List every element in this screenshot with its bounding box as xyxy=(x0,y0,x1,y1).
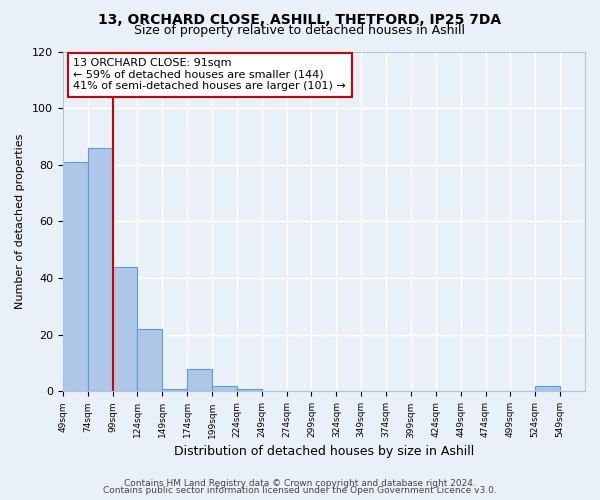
Bar xyxy=(113,267,137,392)
Text: 13, ORCHARD CLOSE, ASHILL, THETFORD, IP25 7DA: 13, ORCHARD CLOSE, ASHILL, THETFORD, IP2… xyxy=(98,12,502,26)
Bar xyxy=(137,329,162,392)
Y-axis label: Number of detached properties: Number of detached properties xyxy=(15,134,25,309)
Bar xyxy=(535,386,560,392)
X-axis label: Distribution of detached houses by size in Ashill: Distribution of detached houses by size … xyxy=(174,444,474,458)
Bar xyxy=(63,162,88,392)
Bar xyxy=(237,388,262,392)
Text: Contains HM Land Registry data © Crown copyright and database right 2024.: Contains HM Land Registry data © Crown c… xyxy=(124,478,476,488)
Bar xyxy=(88,148,113,392)
Text: 13 ORCHARD CLOSE: 91sqm
← 59% of detached houses are smaller (144)
41% of semi-d: 13 ORCHARD CLOSE: 91sqm ← 59% of detache… xyxy=(73,58,346,92)
Bar xyxy=(212,386,237,392)
Bar xyxy=(162,388,187,392)
Text: Contains public sector information licensed under the Open Government Licence v3: Contains public sector information licen… xyxy=(103,486,497,495)
Text: Size of property relative to detached houses in Ashill: Size of property relative to detached ho… xyxy=(134,24,466,37)
Bar xyxy=(187,369,212,392)
